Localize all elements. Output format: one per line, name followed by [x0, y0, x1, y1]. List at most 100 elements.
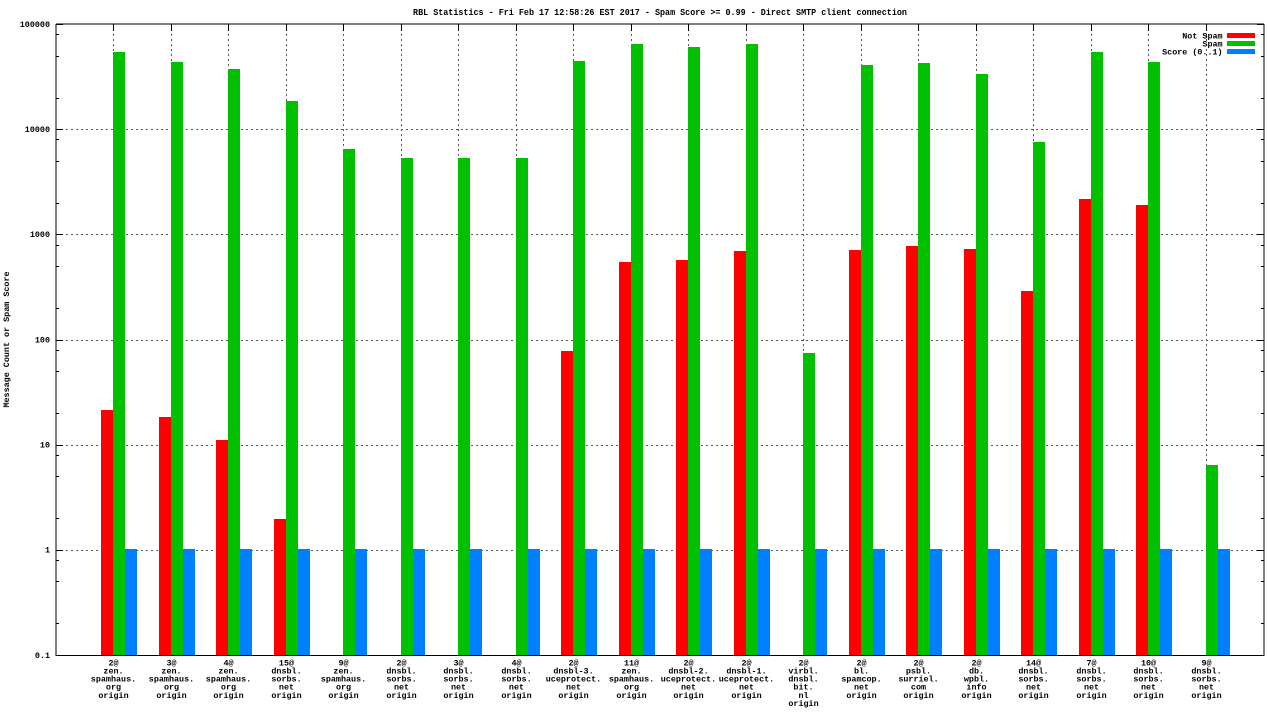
svg-text:dnsbl.: dnsbl.	[1076, 666, 1106, 676]
svg-text:Message Count or Spam Score: Message Count or Spam Score	[2, 271, 12, 407]
svg-text:sorbs.: sorbs.	[1191, 675, 1221, 685]
svg-text:bl.: bl.	[854, 666, 869, 676]
svg-text:2@: 2@	[798, 658, 808, 668]
svg-text:net: net	[739, 683, 754, 693]
svg-text:uceprotect.: uceprotect.	[661, 675, 716, 685]
svg-text:org: org	[336, 683, 351, 693]
svg-text:info: info	[966, 683, 986, 693]
svg-text:1: 1	[45, 546, 50, 556]
svg-text:net: net	[1084, 683, 1099, 693]
svg-text:zen.: zen.	[621, 666, 641, 676]
svg-text:zen.: zen.	[218, 666, 238, 676]
svg-text:origin: origin	[1133, 691, 1163, 701]
svg-text:9@: 9@	[1201, 658, 1211, 668]
svg-text:origin: origin	[673, 691, 703, 701]
svg-text:nl: nl	[798, 691, 808, 701]
svg-text:14@: 14@	[1026, 658, 1041, 668]
svg-text:org: org	[624, 683, 639, 693]
svg-text:spamhaus.: spamhaus.	[321, 675, 366, 685]
svg-text:origin: origin	[961, 691, 991, 701]
svg-text:origin: origin	[443, 691, 473, 701]
svg-text:origin: origin	[558, 691, 588, 701]
svg-text:sorbs.: sorbs.	[1076, 675, 1106, 685]
svg-text:sorbs.: sorbs.	[1018, 675, 1048, 685]
svg-text:dnsbl-1.: dnsbl-1.	[726, 666, 766, 676]
svg-text:net: net	[509, 683, 524, 693]
svg-text:RBL Statistics - Fri Feb 17 12: RBL Statistics - Fri Feb 17 12:58:26 EST…	[413, 7, 907, 18]
svg-text:bit.: bit.	[793, 683, 813, 693]
svg-text:2@: 2@	[741, 658, 751, 668]
svg-text:dnsbl-2.: dnsbl-2.	[668, 666, 708, 676]
svg-text:net: net	[1199, 683, 1214, 693]
svg-text:spamhaus.: spamhaus.	[206, 675, 251, 685]
svg-text:4@: 4@	[511, 658, 521, 668]
svg-text:origin: origin	[846, 691, 876, 701]
svg-text:net: net	[1026, 683, 1041, 693]
svg-text:dnsbl.: dnsbl.	[1133, 666, 1163, 676]
svg-text:org: org	[221, 683, 236, 693]
svg-text:9@: 9@	[338, 658, 348, 668]
svg-text:3@: 3@	[166, 658, 176, 668]
svg-text:origin: origin	[156, 691, 186, 701]
svg-text:10000: 10000	[25, 125, 50, 135]
svg-text:net: net	[681, 683, 696, 693]
svg-text:2@: 2@	[396, 658, 406, 668]
svg-text:origin: origin	[98, 691, 128, 701]
svg-text:origin: origin	[1076, 691, 1106, 701]
svg-text:sorbs.: sorbs.	[501, 675, 531, 685]
svg-text:spamhaus.: spamhaus.	[149, 675, 194, 685]
svg-text:sorbs.: sorbs.	[271, 675, 301, 685]
svg-text:4@: 4@	[223, 658, 233, 668]
svg-text:Spam: Spam	[1202, 39, 1222, 49]
svg-text:origin: origin	[213, 691, 243, 701]
svg-text:spamhaus.: spamhaus.	[91, 675, 136, 685]
svg-text:dnsbl-3.: dnsbl-3.	[553, 666, 593, 676]
svg-text:spamhaus.: spamhaus.	[609, 675, 654, 685]
svg-text:zen.: zen.	[103, 666, 123, 676]
svg-text:sorbs.: sorbs.	[443, 675, 473, 685]
svg-text:2@: 2@	[108, 658, 118, 668]
svg-text:100000: 100000	[20, 20, 50, 30]
svg-text:wpbl.: wpbl.	[964, 675, 989, 685]
svg-text:net: net	[566, 683, 581, 693]
svg-text:0.1: 0.1	[35, 651, 50, 661]
svg-text:origin: origin	[501, 691, 531, 701]
svg-text:dnsbl.: dnsbl.	[271, 666, 301, 676]
svg-text:dnsbl.: dnsbl.	[443, 666, 473, 676]
svg-text:origin: origin	[271, 691, 301, 701]
svg-text:org: org	[106, 683, 121, 693]
svg-text:org: org	[164, 683, 179, 693]
svg-text:sorbs.: sorbs.	[1133, 675, 1163, 685]
svg-text:100: 100	[35, 335, 50, 345]
svg-text:origin: origin	[731, 691, 761, 701]
svg-text:dnsbl.: dnsbl.	[788, 675, 818, 685]
svg-text:virbl.: virbl.	[788, 666, 818, 676]
svg-text:net: net	[451, 683, 466, 693]
svg-text:Score (0..1): Score (0..1)	[1162, 48, 1222, 58]
svg-text:sorbs.: sorbs.	[386, 675, 416, 685]
svg-text:origin: origin	[616, 691, 646, 701]
svg-text:net: net	[1141, 683, 1156, 693]
svg-text:2@: 2@	[856, 658, 866, 668]
svg-text:uceprotect.: uceprotect.	[546, 675, 601, 685]
svg-text:surriel.: surriel.	[898, 675, 938, 685]
svg-text:spamcop.: spamcop.	[841, 675, 881, 685]
svg-text:dnsbl.: dnsbl.	[386, 666, 416, 676]
svg-text:dnsbl.: dnsbl.	[501, 666, 531, 676]
svg-text:10@: 10@	[1141, 658, 1156, 668]
svg-text:zen.: zen.	[333, 666, 353, 676]
svg-text:uceprotect.: uceprotect.	[719, 675, 774, 685]
svg-text:origin: origin	[386, 691, 416, 701]
svg-text:dnsbl.: dnsbl.	[1018, 666, 1048, 676]
svg-text:net: net	[854, 683, 869, 693]
svg-text:origin: origin	[788, 699, 818, 709]
svg-text:3@: 3@	[453, 658, 463, 668]
svg-text:origin: origin	[328, 691, 358, 701]
svg-text:10: 10	[40, 440, 50, 450]
svg-text:2@: 2@	[971, 658, 981, 668]
svg-text:zen.: zen.	[161, 666, 181, 676]
svg-text:net: net	[279, 683, 294, 693]
svg-text:db.: db.	[969, 666, 984, 676]
svg-text:15@: 15@	[279, 658, 294, 668]
svg-text:7@: 7@	[1086, 658, 1096, 668]
